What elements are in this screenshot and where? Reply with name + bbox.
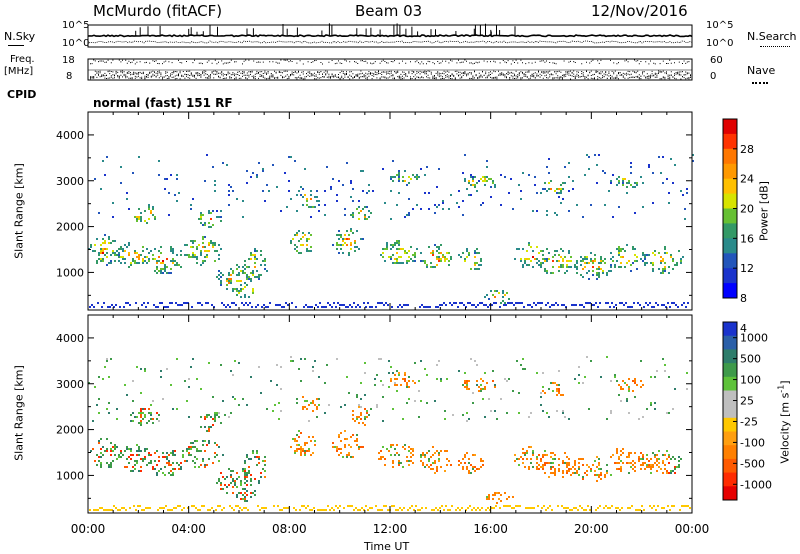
nave-right-tick-bottom: 0 [710,71,717,82]
power-colorbar-segment [723,283,737,299]
x-tick-label: 00:00 [71,522,106,536]
vel-ytick-label: 3000 [56,378,84,391]
power-colorbar-tick-label: 28 [740,143,754,156]
vel-colorbar-segment [723,417,737,432]
power-panel-bg [88,112,692,310]
x-tick-label: 20:00 [574,522,609,536]
power-colorbar-segment [723,223,737,239]
vel-colorbar-tick-label: 500 [740,353,761,366]
date-title: 12/Nov/2016 [591,2,688,20]
power-colorbar-segment [723,253,737,269]
power-colorbar-segment [723,238,737,254]
vel-colorbar-tick-label: -500 [740,457,765,470]
noise-left-tick-top: 10^5 [62,20,90,31]
beam-title: Beam 03 [355,2,423,20]
nave-right-tick-top: 60 [710,55,723,66]
noise-right-tick-top: 10^5 [706,20,734,31]
power-colorbar-segment [723,208,737,224]
power-colorbar-segment [723,193,737,209]
vel-colorbar-segment [723,335,737,350]
power-colorbar-segment [723,178,737,195]
vel-ytick-label: 2000 [56,424,84,437]
power-colorbar-tick-label: 4 [740,322,747,335]
freq-left-tick-top: 18 [62,55,75,66]
vel-colorbar-segment [723,363,737,378]
power-ytick-label: 4000 [56,129,84,142]
vel-heatmap-cells [264,374,666,504]
vel-colorbar-segment [723,458,737,474]
vel-colorbar-segment [723,445,737,460]
noise-sky-legend-line [8,45,24,46]
vel-colorbar-tick-label: -100 [740,436,765,449]
vel-colorbar-tick-label: 25 [740,395,754,408]
power-colorbar-tick-label: 12 [740,262,754,275]
vel-heatmap-cells [106,356,688,422]
power-colorbar-segment [723,148,737,165]
vel-colorbar-frame [722,321,738,501]
station-title: McMurdo (fitACF) [93,2,223,20]
noise-search-line [87,40,693,44]
power-ytick-label: 1000 [56,266,84,279]
vel-colorbar-segment [723,390,737,405]
vel-colorbar-tick-label: -25 [740,415,758,428]
vel-colorbar-segment [723,431,737,446]
nave-legend-line [752,82,768,84]
noise-search-legend-line [760,46,790,47]
vel-colorbar-segment [723,322,737,337]
vel-colorbar-segment [723,404,737,419]
x-tick-label: 12:00 [373,522,408,536]
power-colorbar-tick-label: 16 [740,232,754,245]
vel-colorbar-segment [723,486,737,501]
vel-panel-bg [88,315,692,513]
freq-nave-dots [90,59,691,80]
power-colorbar-segment [723,163,737,180]
noise-sky-label: N.Sky [4,30,36,43]
freq-left-tick-bottom: 8 [66,71,73,82]
vel-colorbar-segment [723,349,737,364]
power-colorbar-segment [723,119,737,135]
power-heatmap-cells [88,154,694,298]
vel-colorbar-segment [723,472,737,487]
vel-colorbar-tick-label: 100 [740,374,761,387]
freq-label-top: Freq. [10,54,35,65]
freq-panel-frame [87,58,693,81]
x-tick-label: 16:00 [473,522,508,536]
vel-ytick-label: 1000 [56,469,84,482]
vel-colorbar-segment [723,376,737,391]
noise-left-tick-bottom: 10^0 [62,38,90,49]
vel-colorbar-tick-label: -1000 [740,478,772,491]
noise-search-label: N.Search [747,30,797,43]
power-ytick-label: 2000 [56,221,84,234]
power-ytick-label: 3000 [56,175,84,188]
power-colorbar-segment [723,133,737,150]
x-tick-label: 08:00 [272,522,307,536]
noise-right-tick-bottom: 10^0 [706,38,734,49]
power-colorbar-tick-label: 20 [740,203,754,216]
cpid-mode: normal (fast) 151 RF [93,96,233,110]
cpid-label: CPID [7,88,37,101]
x-tick-label: 00:00 [675,522,710,536]
freq-label-bottom: [MHz] [4,66,34,77]
vel-ytick-label: 4000 [56,332,84,345]
power-colorbar-segment [723,268,737,284]
x-tick-label: 04:00 [171,522,206,536]
vel-heatmap-cells [88,358,682,502]
nave-label: Nave [747,64,776,77]
vel-colorbar-tick-label: 1000 [740,332,768,345]
power-colorbar-tick-label: 24 [740,173,754,186]
x-axis-label: Time UT [364,540,410,553]
power-colorbar-tick-label: 8 [740,292,747,305]
noise-sky-line [87,34,693,38]
